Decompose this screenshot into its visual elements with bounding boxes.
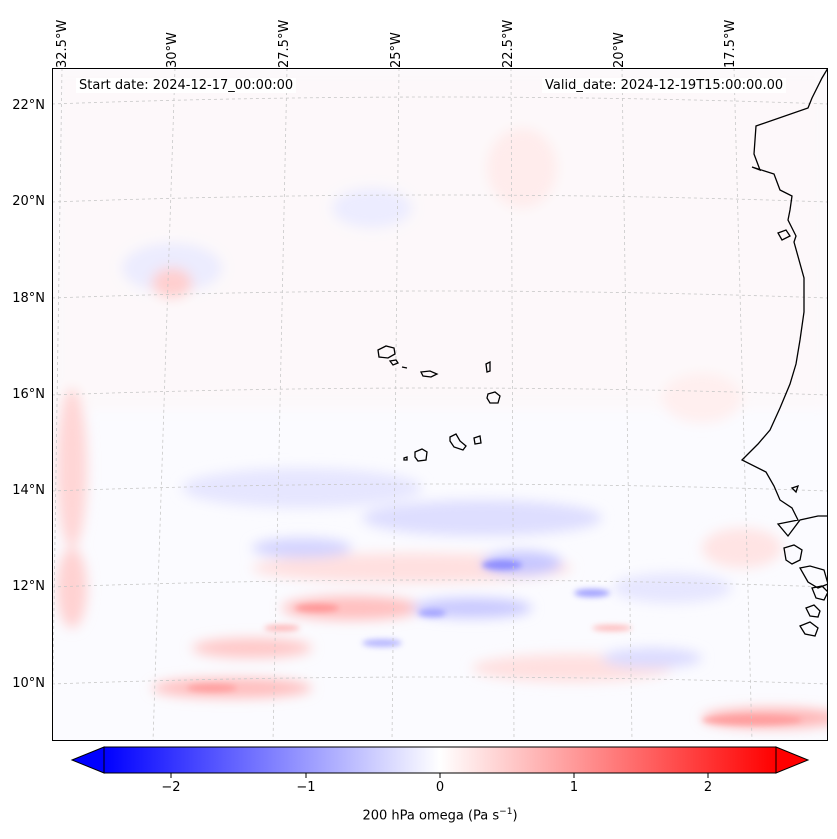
lat-label-14n: 14°N bbox=[12, 483, 45, 498]
colorbar-tick-1: 1 bbox=[569, 780, 579, 795]
colorbar bbox=[70, 746, 810, 778]
colorbar-neg-extend bbox=[70, 746, 105, 774]
colorbar-tick-neg1: −1 bbox=[296, 780, 316, 795]
colorbar-tick-neg2: −2 bbox=[161, 780, 181, 795]
lat-label-10n: 10°N bbox=[12, 676, 45, 691]
colorbar-pos-extend bbox=[775, 746, 810, 774]
lon-label-17-5w: 17.5°W bbox=[723, 19, 738, 68]
lon-label-30w: 30°W bbox=[165, 32, 180, 68]
lon-label-25w: 25°W bbox=[389, 32, 404, 68]
lat-label-18n: 18°N bbox=[12, 291, 45, 306]
valid-date-label: Valid_date: 2024-12-19T15:00:00.00 bbox=[542, 78, 787, 93]
lon-label-32-5w: 32.5°W bbox=[55, 19, 70, 68]
cape-verde-islands bbox=[377, 345, 501, 462]
lon-label-22-5w: 22.5°W bbox=[501, 19, 516, 68]
lat-label-12n: 12°N bbox=[12, 579, 45, 594]
lon-label-27-5w: 27.5°W bbox=[277, 19, 292, 68]
colorbar-ticks bbox=[170, 773, 709, 778]
colorbar-label: 200 hPa omega (Pa s−1) bbox=[362, 807, 518, 824]
map-panel bbox=[52, 68, 828, 741]
colorbar-gradient bbox=[103, 746, 777, 774]
west-africa-coast bbox=[740, 68, 828, 637]
start-date-label: Start date: 2024-12-17_00:00:00 bbox=[76, 78, 297, 93]
omega-field bbox=[52, 68, 828, 728]
map-frame bbox=[52, 68, 828, 741]
lon-label-20w: 20°W bbox=[612, 32, 627, 68]
colorbar-tick-2: 2 bbox=[703, 780, 713, 795]
colorbar-tick-0: 0 bbox=[435, 780, 445, 795]
lat-label-20n: 20°N bbox=[12, 194, 45, 209]
lat-label-16n: 16°N bbox=[12, 387, 45, 402]
lat-label-22n: 22°N bbox=[12, 98, 45, 113]
graticule bbox=[52, 68, 828, 741]
omega-streaks bbox=[187, 560, 802, 725]
